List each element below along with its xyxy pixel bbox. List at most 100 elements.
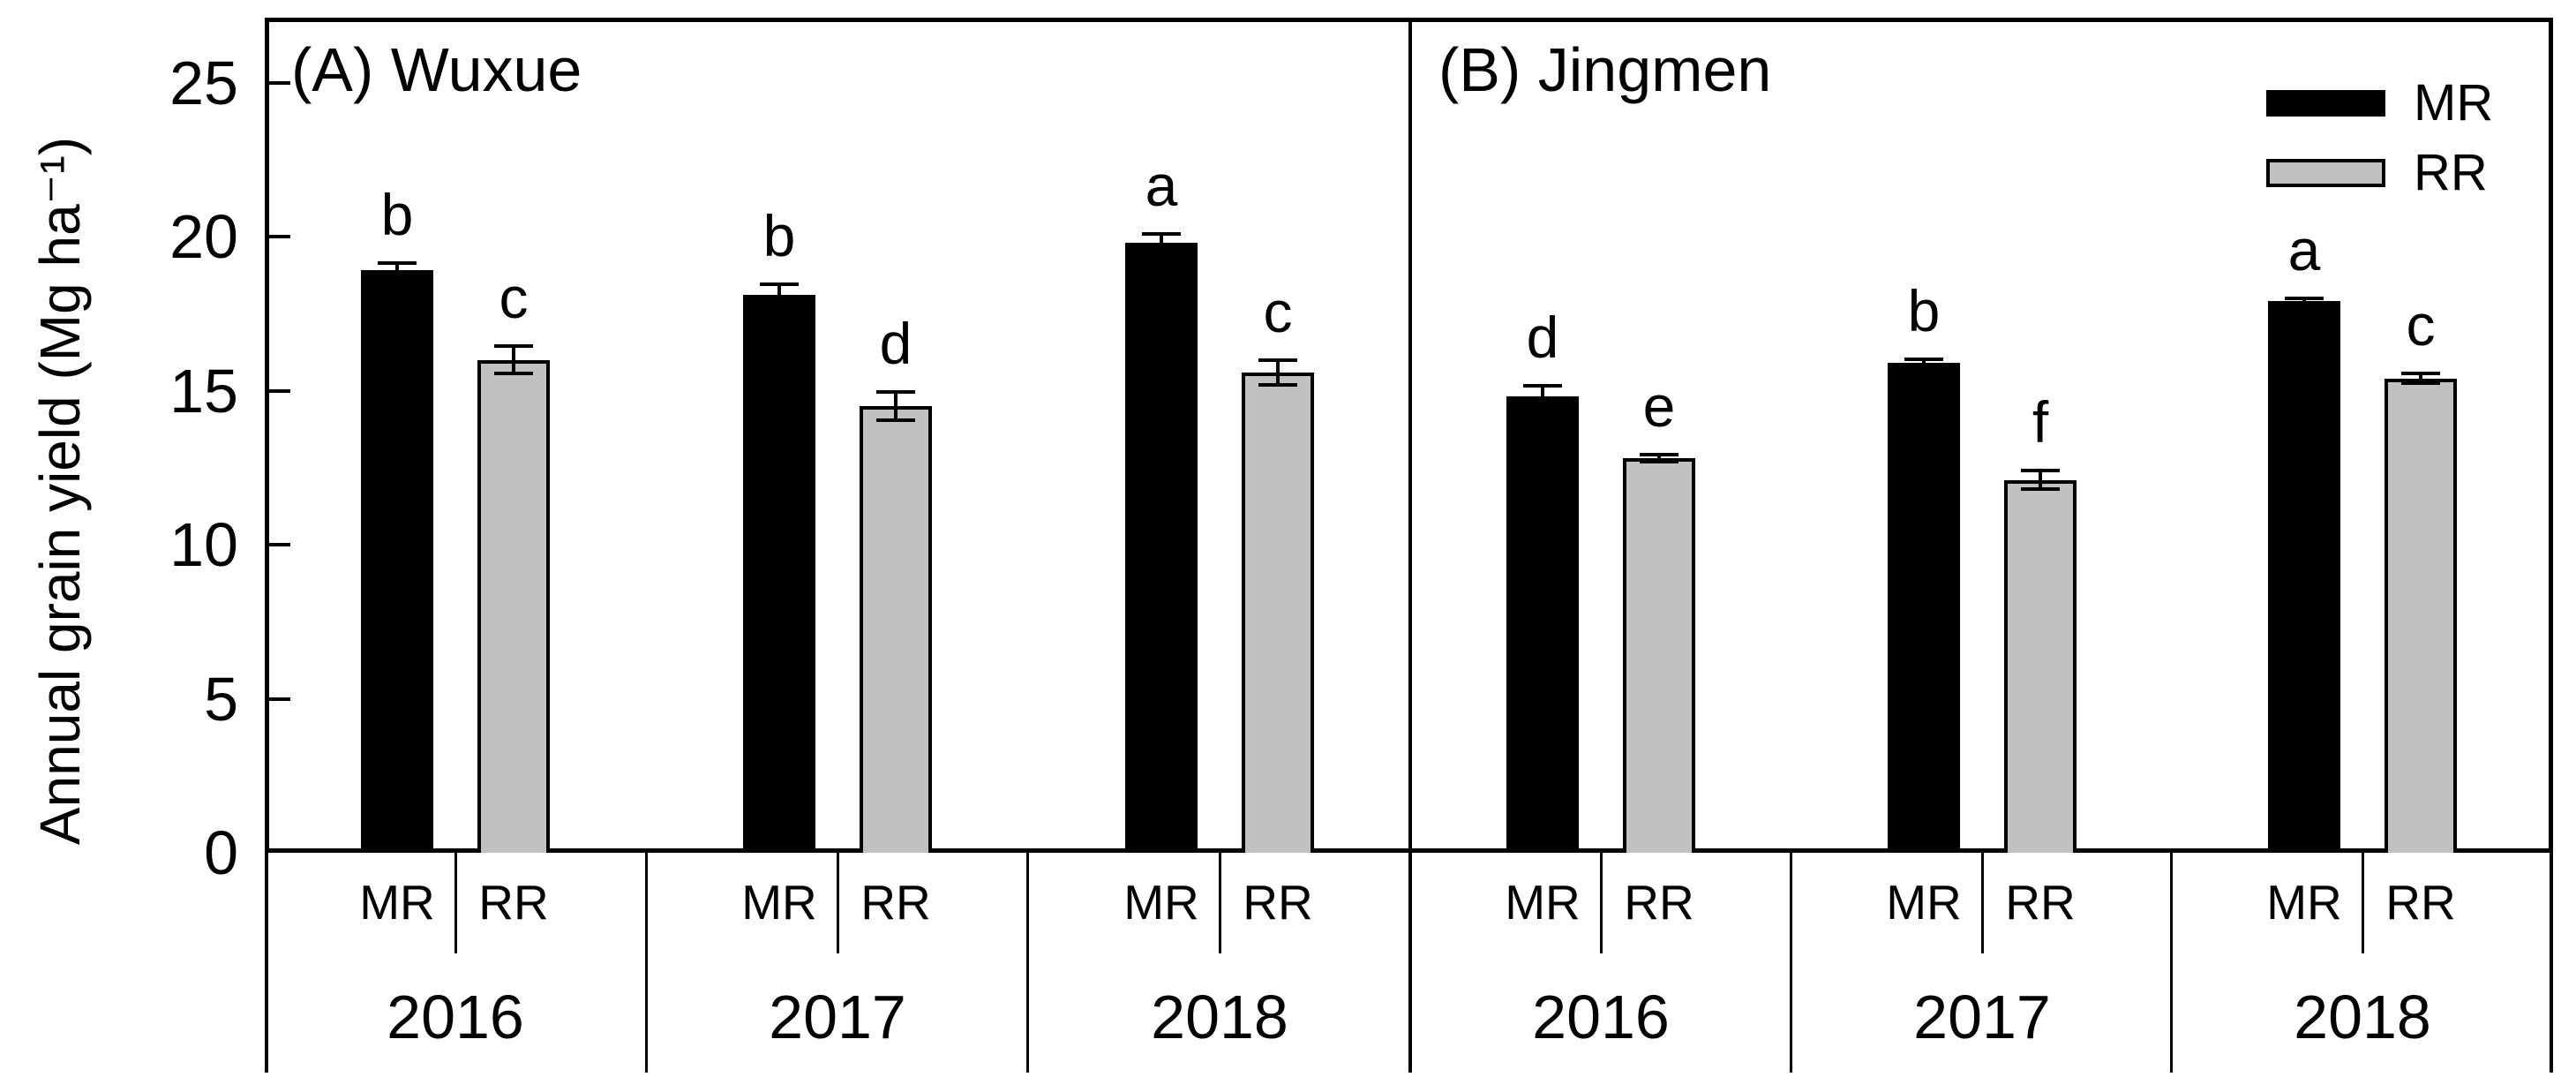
error-bar (395, 263, 399, 278)
error-bar-cap (1258, 358, 1297, 362)
year-label: 2017 (769, 983, 906, 1051)
error-bar (512, 346, 515, 373)
legend-swatch-mr (2266, 90, 2385, 117)
y-axis-title: Annual grain yield (Mg ha⁻¹) (28, 136, 92, 846)
error-bar-cap (1258, 383, 1297, 387)
series-axis-label: MR (1505, 875, 1581, 930)
legend-swatch-rr (2266, 159, 2385, 187)
error-bar (1276, 360, 1280, 385)
error-bar-cap (760, 282, 799, 286)
significance-letter: c (1263, 279, 1293, 344)
year-label: 2017 (1913, 983, 2051, 1051)
bar-2018-rr (1242, 373, 1314, 853)
series-divider-line (1219, 853, 1221, 953)
panel-a-title: (A) Wuxue (291, 35, 582, 104)
error-bar (2419, 373, 2422, 383)
series-axis-label: RR (2385, 875, 2456, 930)
error-bar-cap (2401, 372, 2440, 375)
error-bar-cap (760, 305, 799, 308)
error-bar-cap (1904, 358, 1943, 361)
series-axis-label: RR (1624, 875, 1694, 930)
error-bar-cap (2285, 297, 2324, 300)
series-axis-label: MR (1886, 875, 1962, 930)
bar-2018-mr (2268, 301, 2340, 853)
significance-letter: b (762, 203, 796, 268)
error-bar-cap (1640, 453, 1679, 456)
series-axis-label: MR (2266, 875, 2342, 930)
bar-2017-mr (1888, 363, 1960, 853)
error-bar (1160, 234, 1163, 252)
series-axis-label: RR (2005, 875, 2076, 930)
error-bar-cap (1904, 365, 1943, 368)
y-tick-label: 25 (169, 49, 238, 117)
error-bar-cap (1142, 250, 1181, 253)
panel-divider (1408, 18, 1412, 853)
significance-letter: b (1907, 278, 1941, 343)
error-bar-cap (494, 372, 533, 375)
significance-letter: d (879, 311, 912, 376)
significance-letter: d (1526, 305, 1559, 370)
series-axis-label: RR (1243, 875, 1313, 930)
significance-letter: c (2406, 292, 2436, 358)
error-bar-cap (876, 418, 915, 422)
bar-2017-mr (743, 295, 815, 853)
series-axis-label: RR (478, 875, 549, 930)
bar-2018-rr (2384, 379, 2457, 853)
bar-2016-rr (477, 360, 550, 853)
series-axis-label: MR (359, 875, 435, 930)
year-divider-line (2170, 853, 2173, 1073)
panel-b-title: (B) Jingmen (1438, 35, 1772, 104)
axis-extension-line (2550, 853, 2553, 1073)
series-divider-line (1600, 853, 1603, 953)
series-divider-line (454, 853, 457, 953)
error-bar-cap (378, 276, 417, 280)
year-label: 2016 (1532, 983, 1670, 1051)
error-bar (1541, 386, 1544, 408)
error-bar-cap (2285, 303, 2324, 306)
error-bar (1657, 455, 1661, 462)
error-bar-cap (378, 261, 417, 265)
error-bar-cap (2021, 469, 2060, 472)
error-bar-cap (1142, 232, 1181, 236)
error-bar-cap (876, 390, 915, 394)
series-divider-line (2362, 853, 2364, 953)
bar-2018-mr (1125, 243, 1198, 853)
error-bar-cap (1640, 460, 1679, 463)
y-axis-tick (269, 389, 290, 393)
series-axis-label: RR (860, 875, 931, 930)
significance-letter: a (2287, 217, 2321, 282)
bar-2016-mr (361, 270, 433, 853)
y-axis-tick (269, 81, 290, 85)
significance-letter: f (2032, 389, 2049, 455)
year-divider-line (1790, 853, 1792, 1073)
error-bar (1922, 359, 1926, 366)
bar-2016-rr (1623, 458, 1695, 853)
significance-letter: c (499, 265, 529, 330)
year-label: 2018 (2294, 983, 2431, 1051)
year-label: 2016 (387, 983, 524, 1051)
bar-2016-mr (1506, 396, 1579, 853)
error-bar (2039, 471, 2042, 489)
series-axis-label: MR (741, 875, 817, 930)
y-tick-label: 10 (169, 510, 238, 579)
significance-letter: a (1145, 153, 1178, 218)
significance-letter: e (1642, 373, 1676, 439)
error-bar (894, 392, 897, 420)
y-tick-label: 20 (169, 202, 238, 271)
axis-extension-line (265, 853, 268, 1073)
y-axis-tick (269, 235, 290, 238)
y-axis-tick (269, 543, 290, 546)
bar-2017-rr (2004, 480, 2077, 853)
series-divider-line (837, 853, 839, 953)
bar-2017-rr (860, 406, 932, 853)
y-axis-tick (269, 697, 290, 701)
error-bar-cap (494, 344, 533, 348)
legend-label-rr: RR (2414, 144, 2488, 201)
series-axis-label: MR (1123, 875, 1199, 930)
axis-extension-line (1408, 853, 1412, 1073)
error-bar (2302, 298, 2306, 305)
error-bar (777, 284, 781, 306)
year-label: 2018 (1151, 983, 1288, 1051)
legend-label-mr: MR (2414, 74, 2494, 132)
